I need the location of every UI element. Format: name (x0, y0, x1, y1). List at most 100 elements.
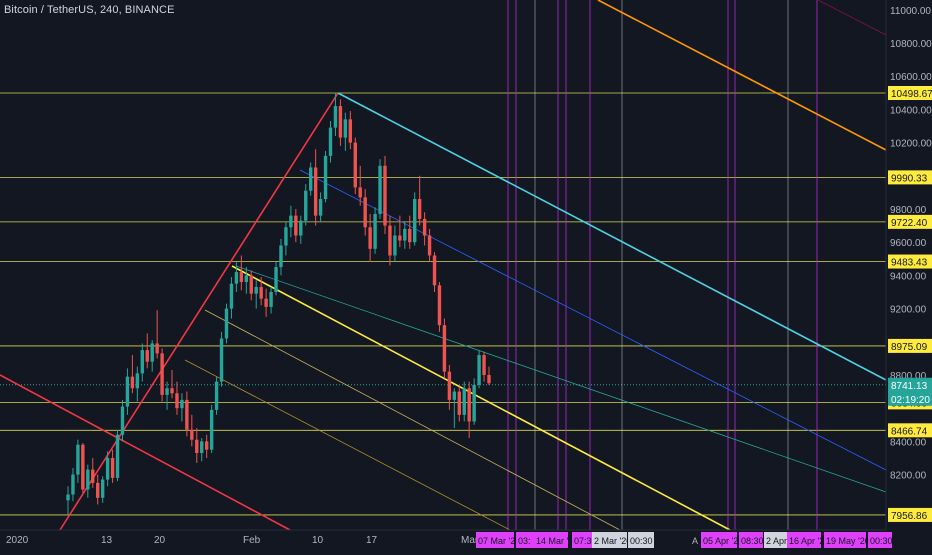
price-level-badge[interactable]: 10498.67 (888, 86, 932, 100)
price-level-badge[interactable]: 7956.86 (888, 507, 932, 522)
cyan-channel-upper-line[interactable] (337, 92, 887, 381)
candlestick[interactable] (71, 467, 75, 502)
candlestick[interactable] (229, 277, 234, 319)
candlestick[interactable] (304, 184, 308, 226)
time-marker-label[interactable]: 14 Mar '20 (534, 532, 578, 548)
candlestick[interactable] (214, 376, 219, 415)
candlestick[interactable] (318, 192, 323, 223)
candlestick[interactable] (190, 414, 194, 447)
yellow-channel-line[interactable] (231, 265, 731, 531)
candlestick[interactable] (81, 443, 85, 493)
candlestick[interactable] (398, 215, 402, 248)
candlestick[interactable] (209, 404, 214, 453)
candlestick[interactable] (358, 165, 362, 206)
candlestick[interactable] (289, 205, 293, 238)
candlestick[interactable] (204, 434, 209, 458)
time-marker-label[interactable]: 03: (516, 532, 536, 548)
candlestick[interactable] (125, 368, 130, 415)
candlestick[interactable] (224, 303, 229, 344)
candlestick[interactable] (432, 252, 437, 292)
candlestick[interactable] (427, 228, 432, 263)
candlestick[interactable] (413, 192, 417, 246)
time-marker-label[interactable]: 2 Apr ' (764, 532, 792, 548)
candlestick[interactable] (472, 378, 476, 425)
price-level-badge[interactable]: 9722.40 (888, 214, 932, 229)
candlestick[interactable] (86, 464, 90, 498)
candlestick[interactable] (363, 189, 367, 236)
candlestick[interactable] (343, 112, 348, 151)
candlestick[interactable] (333, 92, 338, 136)
candlestick[interactable] (269, 286, 273, 314)
candlestick[interactable] (140, 343, 144, 382)
candlestick[interactable] (160, 348, 164, 402)
candlestick[interactable] (219, 331, 224, 387)
time-marker-label[interactable]: 19 May '20 (824, 532, 870, 548)
time-marker-label[interactable]: 05 Apr '20 (701, 532, 743, 548)
candlestick[interactable] (100, 476, 105, 503)
candlestick[interactable] (115, 429, 120, 482)
current-price-badge[interactable]: 8741.13 02:19:20 (888, 377, 932, 406)
candlestick[interactable] (234, 262, 239, 292)
brown-parallel-line[interactable] (184, 359, 511, 531)
red-channel-rising-line[interactable] (59, 92, 339, 531)
candlestick[interactable] (180, 393, 184, 422)
candlestick[interactable] (348, 111, 353, 150)
candlestick[interactable] (195, 428, 199, 463)
candlestick[interactable] (249, 270, 253, 301)
candlestick[interactable] (437, 282, 442, 332)
candlestick[interactable] (96, 474, 100, 505)
candlestick[interactable] (254, 280, 258, 309)
candlestick[interactable] (185, 391, 189, 437)
time-marker-label[interactable]: 08:30 (739, 532, 764, 548)
candlestick[interactable] (353, 137, 357, 195)
candlestick[interactable] (328, 120, 333, 163)
candlestick[interactable] (294, 208, 298, 243)
price-level-badge[interactable]: 9483.43 (888, 254, 932, 269)
candlestick[interactable] (487, 366, 491, 385)
candlestick[interactable] (175, 381, 179, 415)
candlestick[interactable] (76, 439, 80, 483)
olive-parallel-line[interactable] (204, 309, 621, 531)
candlestick[interactable] (308, 162, 313, 196)
blue-channel-mid-line[interactable] (299, 169, 887, 471)
candlestick[interactable] (259, 277, 263, 306)
time-marker-label[interactable]: 00:30 (868, 532, 893, 548)
candlestick[interactable] (408, 215, 412, 249)
candlestick[interactable] (482, 351, 486, 382)
time-marker-label[interactable]: 2 Mar '20 (592, 532, 631, 548)
pink-channel-line[interactable] (817, 0, 887, 36)
time-marker-label[interactable]: 07 Mar '20 (476, 532, 520, 548)
candlestick[interactable] (313, 149, 318, 226)
candlestick[interactable] (462, 381, 466, 422)
candlestick[interactable] (299, 215, 303, 244)
candlestick[interactable] (457, 386, 461, 422)
candlestick[interactable] (442, 318, 447, 379)
time-marker-label[interactable]: 07:30 (572, 532, 597, 548)
candlestick[interactable] (165, 381, 169, 410)
candlestick[interactable] (323, 150, 328, 203)
candlestick[interactable] (170, 369, 174, 399)
candlestick[interactable] (393, 225, 397, 263)
candlestick[interactable] (422, 212, 427, 246)
candlestick[interactable] (150, 340, 154, 372)
candlestick[interactable] (239, 255, 244, 291)
candlestick[interactable] (417, 175, 422, 226)
candlestick[interactable] (155, 310, 159, 359)
price-level-badge[interactable]: 8466.74 (888, 423, 932, 438)
candlestick[interactable] (279, 238, 283, 276)
candlestick[interactable] (373, 207, 377, 254)
price-level-badge[interactable]: 8975.09 (888, 338, 932, 353)
candlestick[interactable] (130, 355, 135, 394)
candlestick[interactable] (284, 222, 288, 256)
price-level-badge[interactable]: 9990.33 (888, 170, 932, 185)
candlestick[interactable] (244, 267, 249, 294)
candlestick[interactable] (368, 213, 372, 263)
candlestick[interactable] (66, 486, 70, 515)
orange-channel-line[interactable] (597, 0, 887, 151)
candlestick[interactable] (403, 222, 407, 249)
candlestick[interactable] (110, 449, 115, 483)
candlestick[interactable] (120, 399, 125, 442)
candlestick[interactable] (105, 451, 110, 487)
candlestick[interactable] (452, 388, 457, 429)
